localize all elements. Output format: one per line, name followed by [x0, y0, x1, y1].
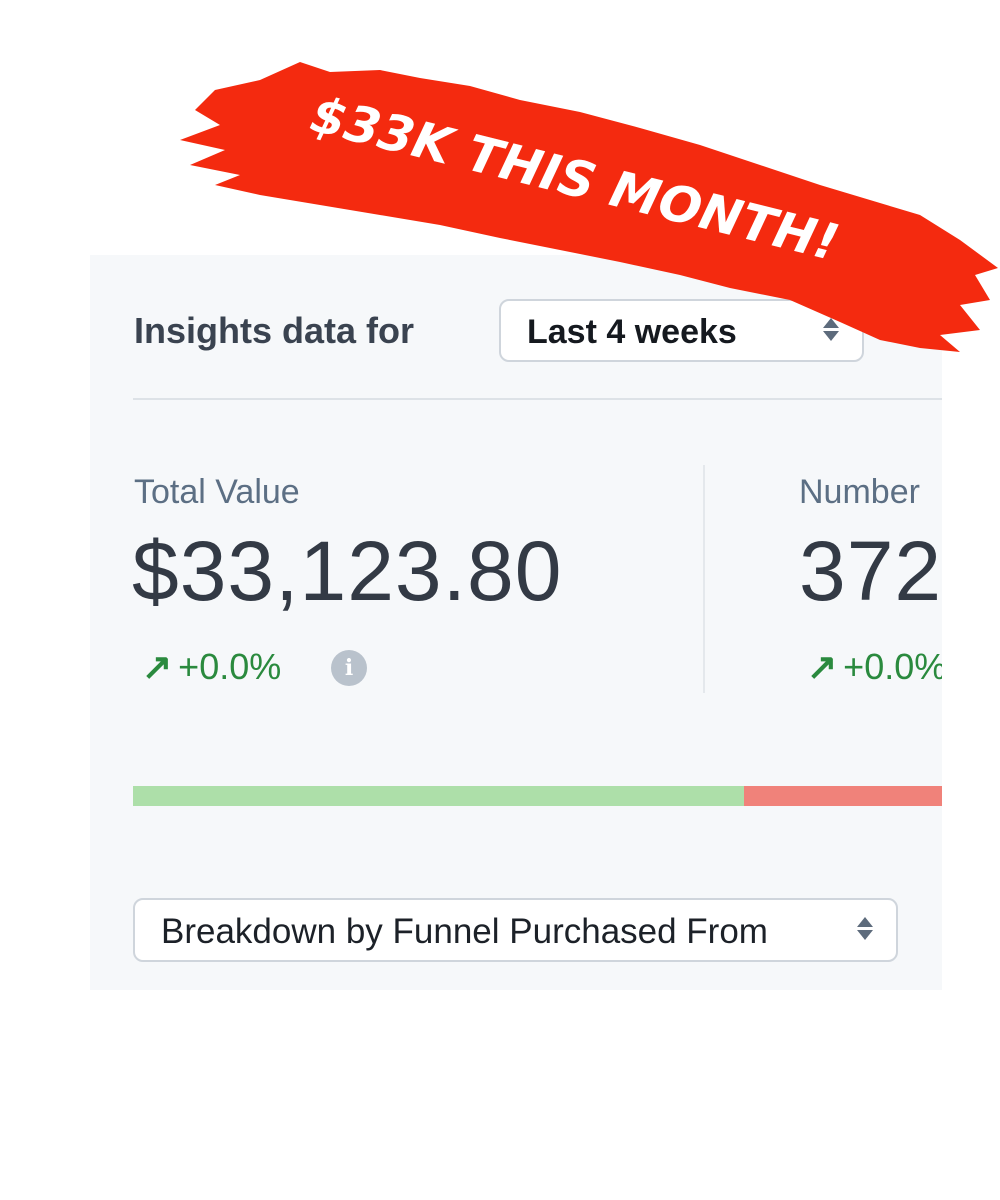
metric-value-number: 372 [799, 524, 942, 618]
insights-label: Insights data for [134, 310, 415, 351]
metric-divider [703, 465, 705, 693]
metric-change-total-value: ↗ +0.0% [142, 646, 281, 688]
metric-label-number: Number [799, 473, 920, 511]
updown-chevron-icon [857, 917, 873, 940]
banner-text: $33K THIS MONTH! [305, 85, 844, 272]
period-select[interactable]: Last 4 weeks [499, 299, 864, 362]
metric-change-number: ↗ +0.0% [807, 646, 942, 688]
info-icon[interactable]: i [331, 650, 367, 686]
period-select-value: Last 4 weeks [527, 313, 737, 351]
updown-chevron-icon [823, 318, 839, 341]
insights-panel: Insights data for Last 4 weeks co Total … [90, 255, 942, 990]
split-bar [133, 786, 942, 806]
split-bar-red [743, 786, 942, 806]
metric-label-total-value: Total Value [134, 473, 300, 511]
split-bar-green [133, 786, 744, 806]
breakdown-select[interactable]: Breakdown by Funnel Purchased From [133, 898, 898, 962]
breakdown-select-value: Breakdown by Funnel Purchased From [161, 912, 768, 951]
metric-change-text: +0.0% [178, 646, 282, 687]
header-divider [133, 398, 942, 400]
arrow-up-right-icon: ↗ [142, 646, 173, 687]
metric-change-text: +0.0% [843, 646, 942, 687]
partial-control[interactable]: co [898, 313, 938, 351]
arrow-up-right-icon: ↗ [807, 646, 838, 687]
metric-value-total-value: $33,123.80 [132, 524, 563, 618]
